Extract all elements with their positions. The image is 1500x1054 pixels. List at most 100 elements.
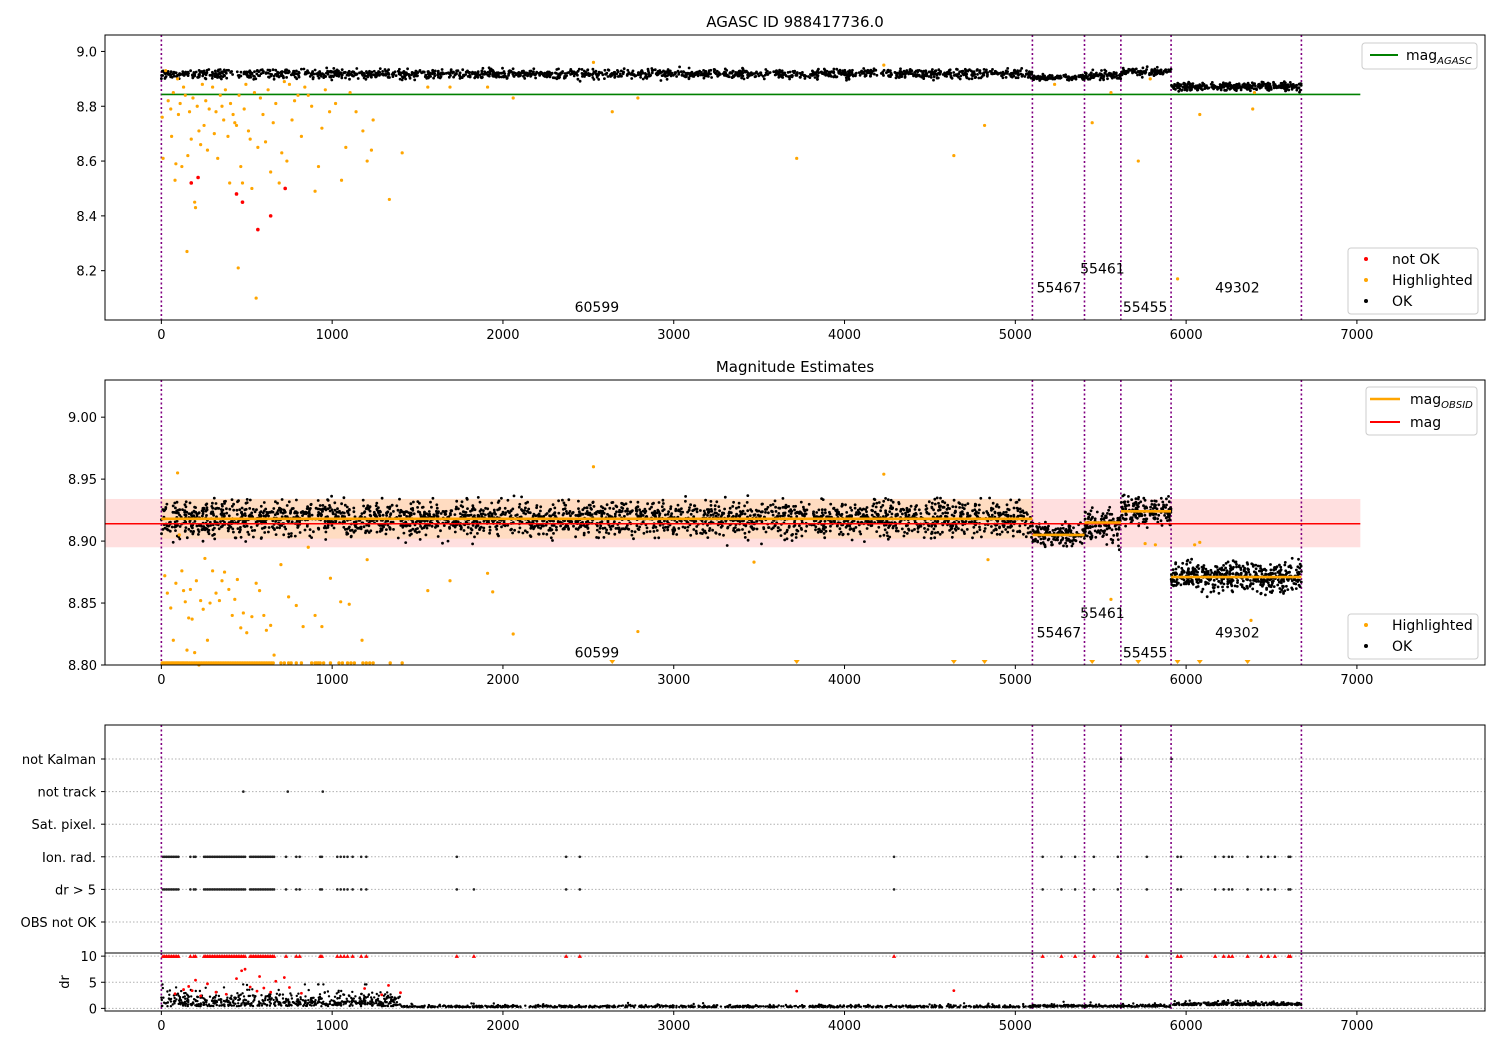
- agasc-ok-point: [639, 76, 642, 79]
- magnitude-ok-point: [787, 505, 790, 508]
- agasc-ok-point: [431, 72, 434, 75]
- agasc-ok-point: [674, 71, 677, 74]
- magnitude-ok-point: [473, 536, 476, 539]
- agasc-ok-point: [1288, 85, 1291, 88]
- ok-legend-label: OK: [1392, 294, 1413, 310]
- agasc-ok-point: [205, 78, 208, 81]
- magnitude-ok-point: [800, 501, 803, 504]
- magnitude-ok-point: [772, 514, 775, 517]
- magnitude-ok-point: [902, 509, 905, 512]
- agasc-highlighted-point: [241, 181, 244, 184]
- magnitude-x-tick-label: 7000: [1340, 673, 1373, 688]
- agasc-highlighted-point: [229, 102, 232, 105]
- magnitude-ok-point: [403, 532, 406, 535]
- magnitude-ok-point: [924, 531, 927, 534]
- magnitude-ok-point: [680, 513, 683, 516]
- magnitude-ok-point: [1012, 535, 1015, 538]
- magnitude-ok-point: [346, 510, 349, 513]
- magnitude-ok-point: [978, 504, 981, 507]
- agasc-ok-point: [196, 76, 199, 79]
- agasc-ok-point: [823, 68, 826, 71]
- magnitude-ok-point: [476, 532, 479, 535]
- agasc-highlighted-point: [401, 151, 404, 154]
- magnitude-ok-point: [502, 511, 505, 514]
- agasc-highlighted-point: [219, 94, 222, 97]
- magnitude-ok-point: [917, 525, 920, 528]
- agasc-ok-point: [844, 71, 847, 74]
- magnitude-ok-point: [1025, 535, 1028, 538]
- agasc-ok-point: [807, 75, 810, 78]
- agasc-highlighted-point: [334, 102, 337, 105]
- magnitude-ok-point: [848, 525, 851, 528]
- magnitude-ok-point: [424, 525, 427, 528]
- magnitude-ok-point: [829, 525, 832, 528]
- magnitude-ok-point: [454, 531, 457, 534]
- agasc-ok-point: [170, 70, 173, 73]
- agasc-ok-point: [1272, 81, 1275, 84]
- magnitude-ok-point: [1017, 515, 1020, 518]
- magnitude-ok-point: [785, 504, 788, 507]
- agasc-ok-point: [357, 77, 360, 80]
- agasc-ok-point: [569, 69, 572, 72]
- magnitude-ok-point: [514, 514, 517, 517]
- ok-legend-marker: [1364, 299, 1368, 303]
- magnitude-ok-point: [587, 527, 590, 530]
- agasc-ok-point: [262, 70, 265, 73]
- agasc-highlighted-point: [243, 107, 246, 110]
- magnitude-ok-point: [606, 503, 609, 506]
- agasc-ok-point: [710, 76, 713, 79]
- agasc-ok-point: [565, 74, 568, 77]
- agasc-ok-point: [1060, 76, 1063, 79]
- magnitude-ok-point: [945, 515, 948, 518]
- magnitude-ok-point: [410, 508, 413, 511]
- magnitude-ok-point: [794, 512, 797, 515]
- agasc-ok-point: [1092, 73, 1095, 76]
- agasc-highlighted-point: [214, 110, 217, 113]
- agasc-ok-point: [206, 69, 209, 72]
- agasc-ok-point: [384, 74, 387, 77]
- magnitude-ok-point: [418, 531, 421, 534]
- agasc-ok-point: [949, 72, 952, 75]
- agasc-highlighted-point: [249, 138, 252, 141]
- agasc-ok-point: [424, 74, 427, 77]
- agasc-ok-point: [905, 69, 908, 72]
- agasc-ok-point: [816, 78, 819, 81]
- agasc-ok-point: [664, 74, 667, 77]
- agasc-ok-point: [654, 68, 657, 71]
- magnitude-ok-point: [583, 507, 586, 510]
- magnitude-ok-point: [604, 508, 607, 511]
- magnitude-ok-point: [462, 510, 465, 513]
- magnitude-ok-point: [363, 511, 366, 514]
- magnitude-ok-point: [754, 513, 757, 516]
- agasc-ok-point: [768, 71, 771, 74]
- agasc-highlighted-point: [247, 129, 250, 132]
- magnitude-ok-point: [727, 526, 730, 529]
- agasc-ok-point: [1131, 68, 1134, 71]
- agasc-ok-point: [169, 73, 172, 76]
- magnitude-ok-point: [441, 542, 444, 545]
- agasc-ok-point: [410, 73, 413, 76]
- magnitude-ok-point: [400, 509, 403, 512]
- agasc-ok-point: [1156, 66, 1159, 69]
- agasc-ok-point: [392, 73, 395, 76]
- magnitude-ok-point: [278, 526, 281, 529]
- agasc-ok-point: [281, 70, 284, 73]
- magnitude-ok-point: [714, 511, 717, 514]
- agasc-highlighted-point: [448, 85, 451, 88]
- agasc-ok-point: [398, 73, 401, 76]
- agasc-ok-point: [534, 77, 537, 80]
- magnitude-ok-point: [951, 536, 954, 539]
- agasc-highlighted-point: [202, 124, 205, 127]
- magnitude-ok-point: [612, 525, 615, 528]
- agasc-ok-point: [675, 75, 678, 78]
- magnitude-ok-point: [1006, 531, 1009, 534]
- agasc-ok-point: [895, 77, 898, 80]
- magnitude-ok-point: [569, 510, 572, 513]
- magnitude-ok-point: [317, 528, 320, 531]
- magnitude-ok-point: [947, 520, 950, 523]
- agasc-highlighted-point: [317, 165, 320, 168]
- agasc-ok-point: [828, 71, 831, 74]
- magnitude-ok-point: [397, 537, 400, 540]
- agasc-ok-point: [384, 70, 387, 73]
- agasc-ok-point: [469, 76, 472, 79]
